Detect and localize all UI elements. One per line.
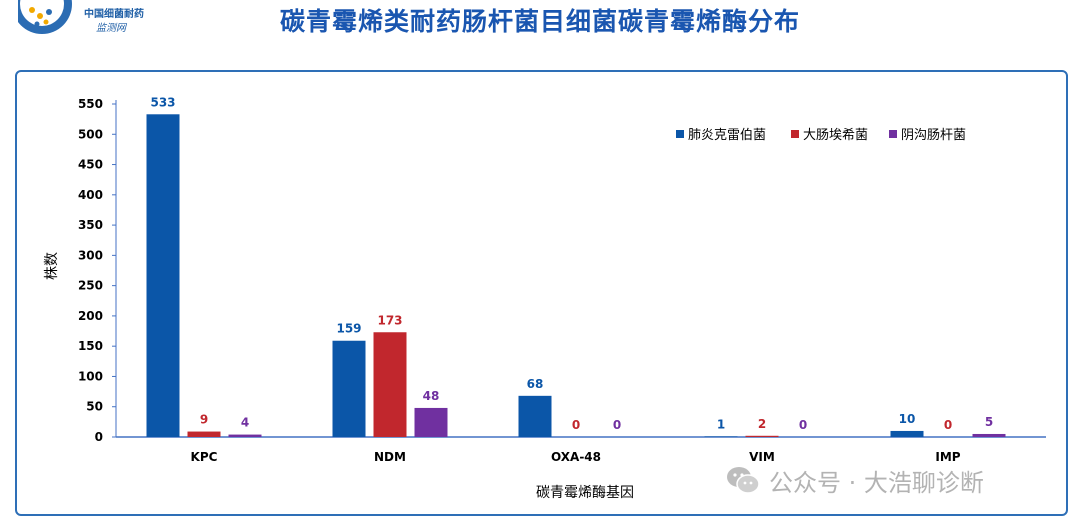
bar	[972, 433, 1006, 437]
x-axis: KPC NDM OXA-48 VIM IMP	[116, 436, 1046, 464]
data-label: 2	[758, 417, 766, 431]
data-label: 159	[336, 322, 361, 336]
bar	[228, 434, 262, 437]
y-axis-title: 株数	[44, 252, 60, 280]
x-tick-label: IMP	[935, 450, 960, 464]
data-label: 9	[200, 413, 208, 427]
x-tick-label: KPC	[191, 450, 218, 464]
data-label: 0	[944, 418, 952, 432]
bar	[332, 340, 366, 437]
data-label: 68	[527, 377, 544, 391]
y-tick-label: 0	[95, 430, 103, 444]
x-tick-label: OXA-48	[551, 450, 601, 464]
bar	[890, 430, 924, 437]
bar	[745, 435, 779, 437]
data-label: 10	[899, 412, 916, 426]
bar	[373, 332, 407, 437]
y-tick-label: 200	[78, 309, 103, 323]
y-tick-label: 50	[86, 400, 103, 414]
data-label: 1	[717, 417, 725, 431]
data-label: 173	[377, 313, 402, 327]
bar	[704, 436, 738, 437]
legend-label: 肺炎克雷伯菌	[688, 128, 766, 143]
logo-globe-icon	[12, 0, 72, 34]
x-tick-label: NDM	[374, 450, 406, 464]
y-tick-label: 100	[78, 369, 103, 383]
y-tick-label: 300	[78, 248, 103, 262]
data-label: 4	[241, 416, 249, 430]
legend-swatch	[676, 130, 684, 138]
bar	[414, 407, 448, 437]
legend-swatch	[791, 130, 799, 138]
x-tick-label: VIM	[749, 450, 775, 464]
y-tick-label: 450	[78, 158, 103, 172]
bar	[187, 431, 221, 437]
legend-swatch	[889, 130, 897, 138]
y-tick-label: 400	[78, 188, 103, 202]
legend-label: 阴沟肠杆菌	[901, 128, 966, 143]
data-label: 0	[613, 418, 621, 432]
logo-subtext: 监测网	[96, 23, 126, 34]
data-label: 0	[799, 418, 807, 432]
bars	[146, 114, 1006, 437]
y-tick-label: 250	[78, 279, 103, 293]
page-title: 碳青霉烯类耐药肠杆菌目细菌碳青霉烯酶分布	[279, 7, 800, 36]
bar	[146, 114, 180, 437]
logo: 中国细菌耐药 监测网	[12, 0, 168, 40]
y-tick-label: 550	[78, 97, 103, 111]
y-tick-label: 150	[78, 339, 103, 353]
y-tick-label: 350	[78, 218, 103, 232]
logo-text: 中国细菌耐药	[84, 9, 144, 20]
wechat-icon	[727, 467, 760, 494]
data-label: 48	[423, 389, 440, 403]
legend-label: 大肠埃希菌	[803, 128, 868, 143]
y-tick-label: 500	[78, 127, 103, 141]
watermark: 公众号 · 大浩聊诊断	[725, 462, 984, 498]
chart-frame	[15, 70, 1068, 516]
data-label: 533	[150, 95, 175, 109]
y-axis: 0 50 100 150 200 250 300 350 400 450 500 550	[78, 97, 117, 444]
data-label: 5	[985, 415, 993, 429]
x-axis-title: 碳青霉烯酶基因	[536, 484, 634, 501]
watermark-text: 公众号 · 大浩聊诊断	[769, 468, 984, 497]
data-label: 0	[572, 418, 580, 432]
bar	[518, 395, 552, 437]
legend: 肺炎克雷伯菌 大肠埃希菌 阴沟肠杆菌	[676, 128, 966, 143]
